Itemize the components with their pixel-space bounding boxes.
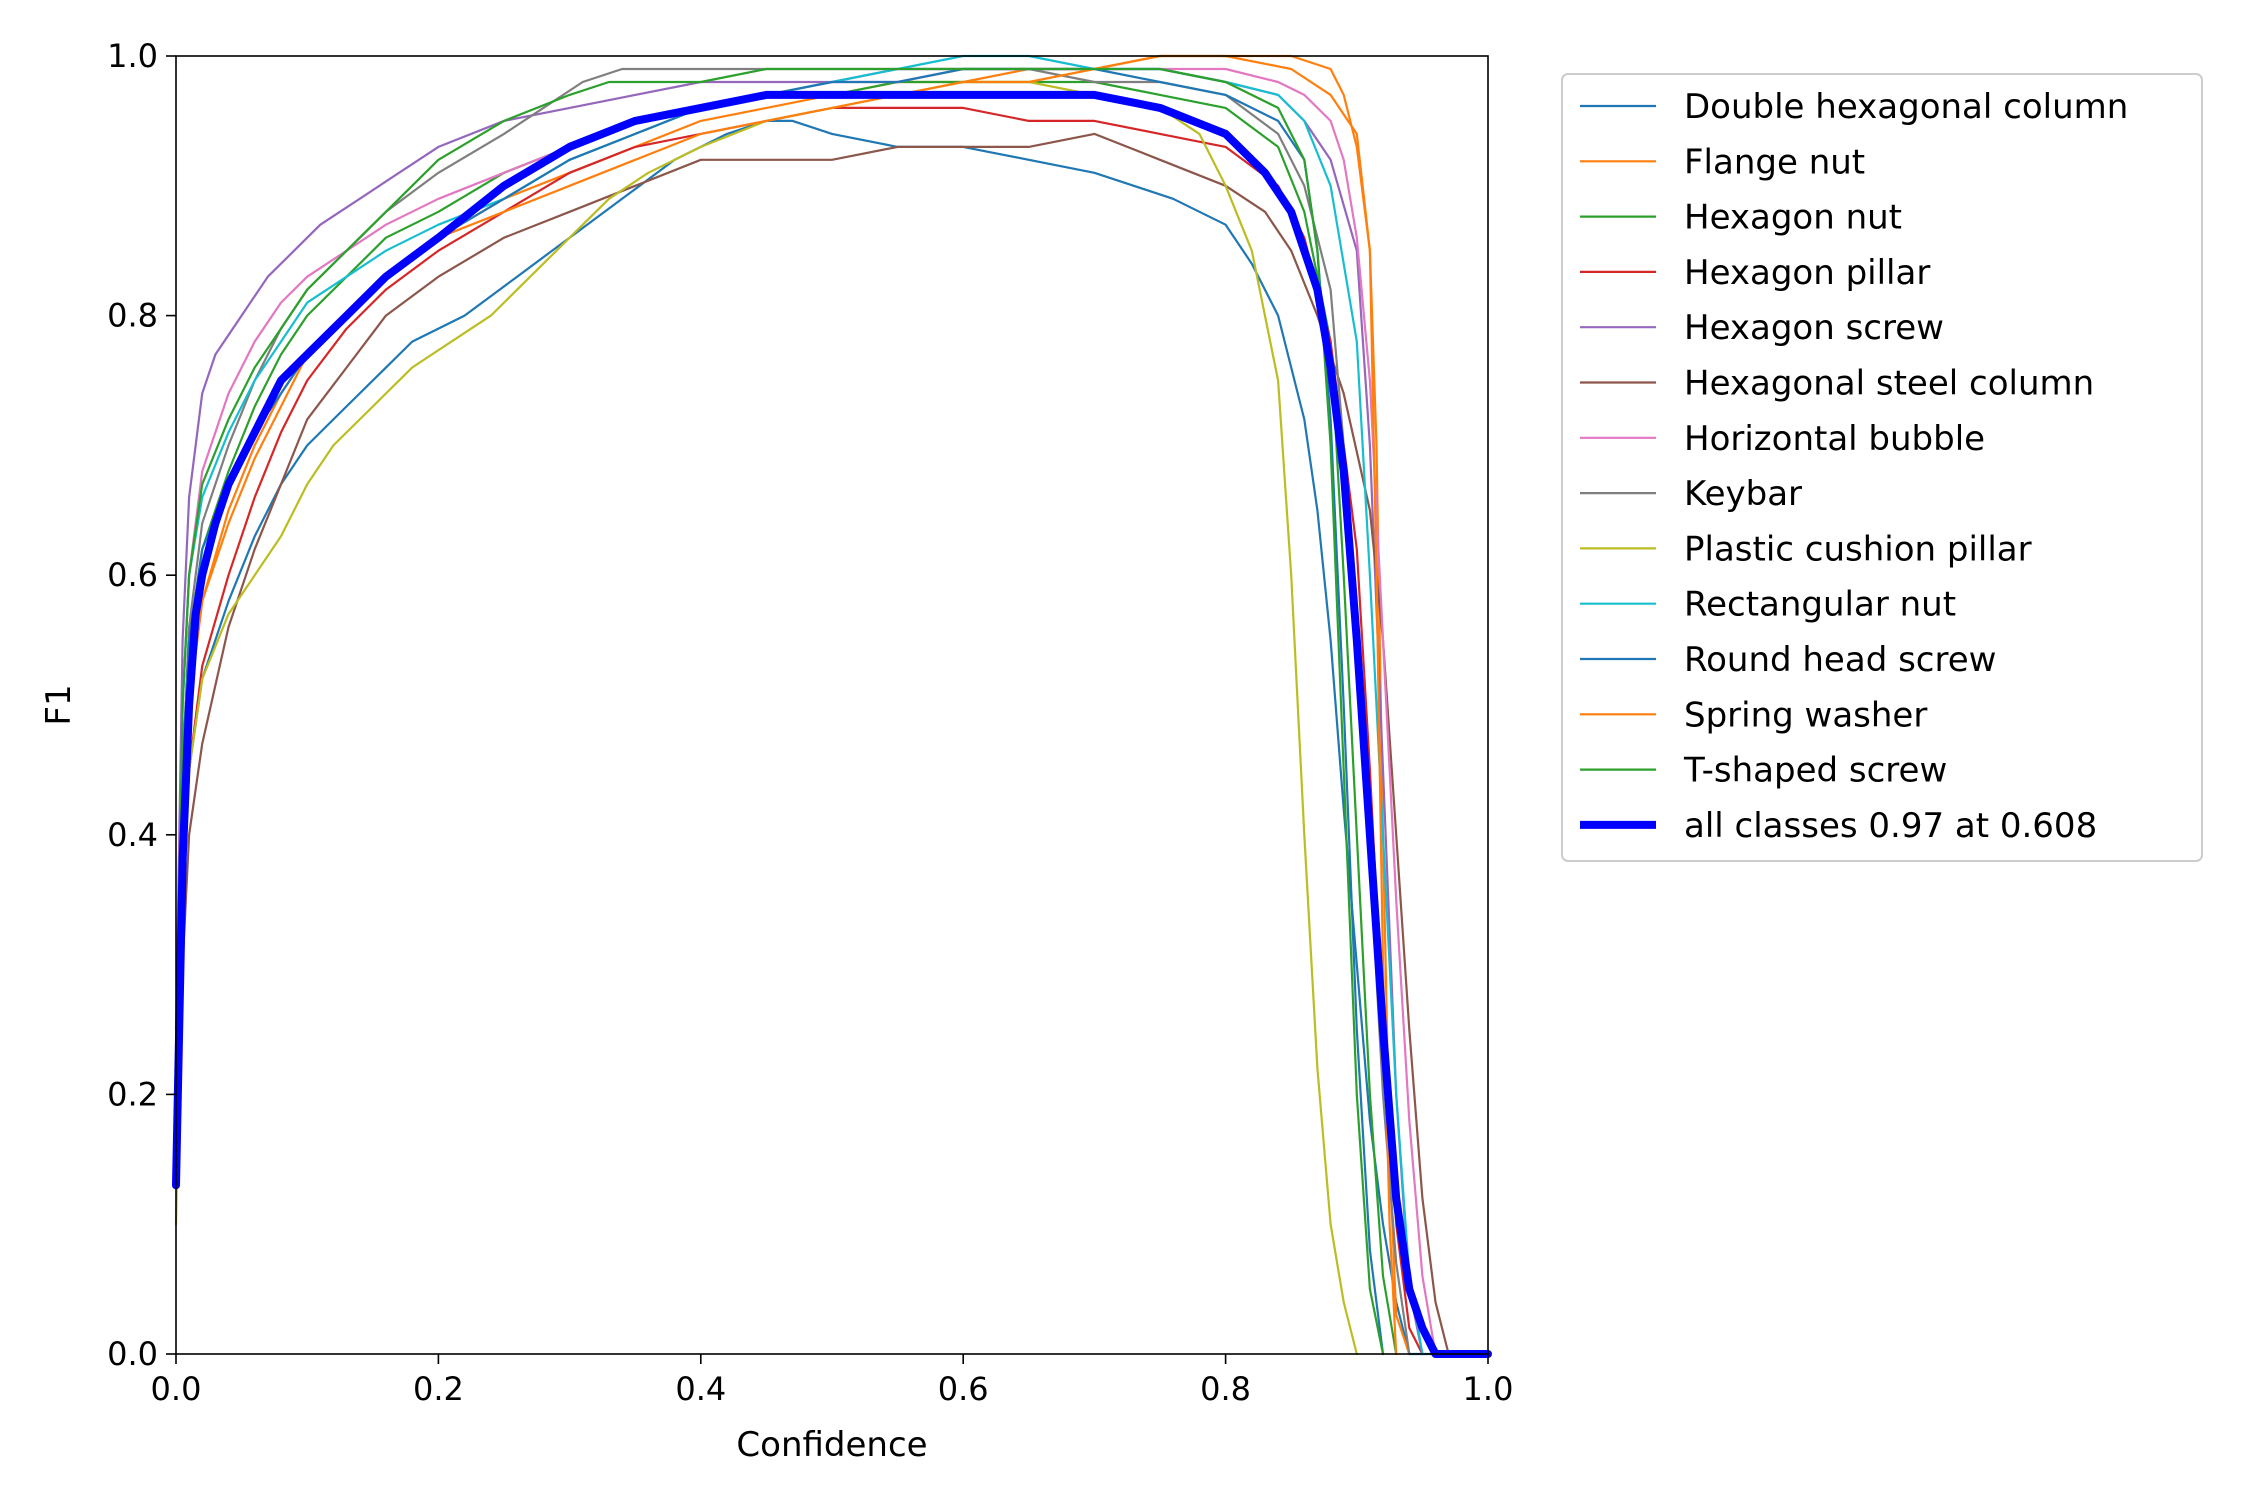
plot-area bbox=[172, 54, 1492, 1358]
series-layer bbox=[172, 54, 1492, 1358]
x-tick-label: 0.8 bbox=[1200, 1370, 1251, 1408]
y-axis-label: F1 bbox=[39, 684, 79, 725]
plot-frame bbox=[175, 55, 1489, 1355]
y-tick-label: 0.4 bbox=[107, 816, 158, 854]
x-tick-label: 0.6 bbox=[938, 1370, 989, 1408]
legend-label-hexagon-nut: Hexagon nut bbox=[1684, 198, 1902, 238]
legend: Double hexagonal column Flange nut Hexagon… bbox=[1561, 73, 2203, 862]
series-line-all-classes-0-97-at-0-608 bbox=[172, 90, 1492, 1358]
y-tick-label: 0.6 bbox=[107, 556, 158, 594]
legend-label-flange-nut: Flange nut bbox=[1684, 142, 1865, 182]
y-tick-label: 0.8 bbox=[107, 297, 158, 335]
legend-label-double-hexagonal-column: Double hexagonal column bbox=[1684, 87, 2128, 127]
series-line-hexagon-screw bbox=[174, 67, 1424, 1356]
y-axis-ticks: 0.0 0.2 0.4 0.6 0.8 1.0 bbox=[107, 37, 176, 1373]
legend-label-keybar: Keybar bbox=[1684, 474, 1802, 514]
legend-frame bbox=[1561, 73, 2203, 862]
x-tick-label: 1.0 bbox=[1463, 1370, 1514, 1408]
legend-label-hexagon-screw: Hexagon screw bbox=[1684, 308, 1944, 348]
series-line-plastic-cushion-pillar bbox=[174, 80, 1358, 1356]
series-line-t-shaped-screw bbox=[174, 67, 1385, 1356]
x-tick-label: 0.4 bbox=[675, 1370, 726, 1408]
legend-label-spring-washer: Spring washer bbox=[1684, 695, 1927, 735]
x-tick-label: 0.2 bbox=[413, 1370, 464, 1408]
legend-label-t-shaped-screw: T-shaped screw bbox=[1683, 751, 1947, 791]
x-tick-label: 0.0 bbox=[151, 1370, 202, 1408]
legend-label-round-head-screw: Round head screw bbox=[1684, 640, 1996, 680]
legend-label-all-classes-0-97-at-0-608: all classes 0.97 at 0.608 bbox=[1684, 806, 2097, 846]
series-line-keybar bbox=[174, 67, 1411, 1356]
series-line-spring-washer bbox=[174, 54, 1398, 1356]
legend-label-horizontal-bubble: Horizontal bubble bbox=[1684, 419, 1985, 459]
legend-label-rectangular-nut: Rectangular nut bbox=[1684, 585, 1956, 625]
y-tick-label: 0.2 bbox=[107, 1075, 158, 1113]
legend-label-plastic-cushion-pillar: Plastic cushion pillar bbox=[1684, 529, 2032, 569]
y-tick-label: 1.0 bbox=[107, 37, 158, 75]
y-tick-label: 0.0 bbox=[107, 1335, 158, 1373]
legend-label-hexagon-pillar: Hexagon pillar bbox=[1684, 253, 1930, 293]
legend-label-hexagonal-steel-column: Hexagonal steel column bbox=[1684, 364, 2094, 404]
x-axis-ticks: 0.0 0.2 0.4 0.6 0.8 1.0 bbox=[151, 1354, 1514, 1408]
x-axis-label: Confidence bbox=[736, 1425, 927, 1465]
